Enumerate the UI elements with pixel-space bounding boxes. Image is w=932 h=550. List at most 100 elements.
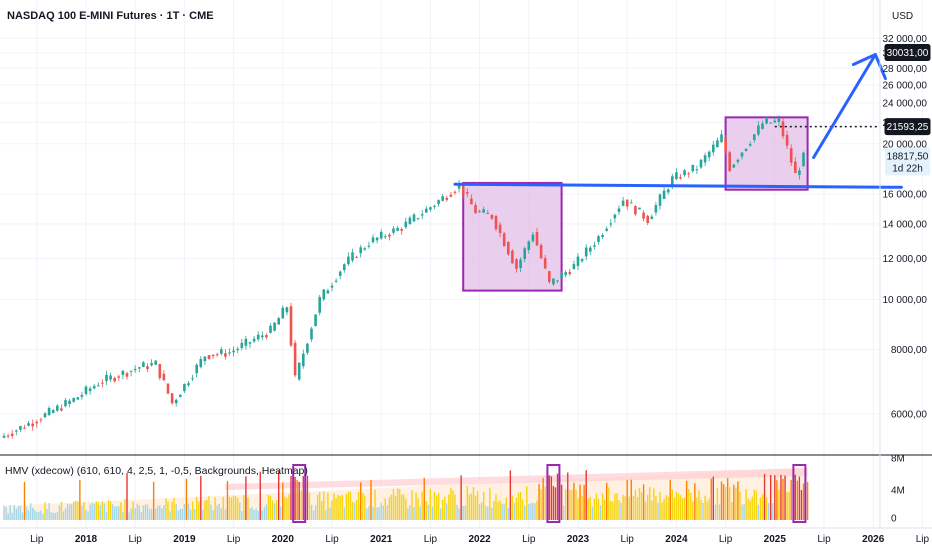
candle-body — [794, 161, 797, 173]
candle-body — [634, 206, 637, 215]
indicator-label[interactable]: HMV (xdecow) (610, 610, 4, 2,5, 1, -0,5,… — [5, 465, 308, 477]
volume-bar — [364, 495, 366, 520]
volume-bar — [735, 487, 737, 520]
time-axis[interactable]: Lip 2018 Lip 2019 Lip 2020 Lip 2021 Lip 2022 Lip 20… — [30, 534, 929, 545]
x-tick-label: 2026 — [862, 534, 885, 545]
candle-body — [113, 377, 116, 382]
volume-bar — [778, 489, 780, 520]
candle-body — [781, 121, 785, 137]
candle-body — [543, 258, 547, 269]
volume-bar — [565, 489, 567, 520]
volume-bar — [519, 491, 522, 520]
candle-body — [265, 334, 268, 338]
candle-body — [425, 208, 428, 213]
candle-body — [154, 360, 157, 365]
volume-bar — [243, 495, 245, 520]
volume-bar — [556, 473, 559, 520]
volume-bar — [286, 498, 288, 520]
candle-body — [343, 264, 346, 271]
candle-body — [80, 394, 84, 397]
volume-bar — [634, 489, 637, 520]
volume-bar — [718, 504, 721, 520]
volume-bar — [339, 495, 341, 520]
volume-highlight-box — [546, 464, 561, 523]
candle-body — [306, 343, 309, 353]
volume-bar — [34, 509, 36, 520]
volume-bar — [542, 477, 544, 520]
volume-bar — [152, 481, 155, 520]
volume-bar — [681, 498, 684, 520]
volume-bar — [671, 489, 673, 520]
candle-body — [174, 399, 178, 404]
candle-body — [654, 205, 658, 213]
target-arrow-head — [851, 53, 887, 81]
volume-bar — [720, 481, 723, 520]
volume-bar — [757, 504, 760, 520]
chart-grid — [0, 0, 923, 528]
candle-body — [683, 170, 686, 176]
volume-bar — [282, 482, 284, 520]
candle-body — [170, 393, 174, 404]
volume-bar — [437, 492, 440, 520]
volume-bar — [540, 489, 542, 520]
volume-bar — [595, 493, 598, 520]
candle-body — [798, 170, 801, 176]
candle-body — [593, 245, 596, 247]
candle-body — [601, 234, 604, 238]
volume-bar — [601, 493, 604, 520]
volume-bar — [585, 470, 587, 520]
candle-body — [707, 151, 711, 158]
volume-bar — [380, 503, 382, 520]
volume-bar — [706, 501, 708, 520]
volume-bar — [50, 511, 52, 520]
volume-bar — [575, 489, 577, 520]
volume-bar — [419, 506, 421, 520]
volume-bar — [696, 497, 698, 520]
volume-bar — [782, 478, 784, 520]
volume-bar — [763, 474, 766, 520]
volume-bar — [489, 487, 491, 520]
volume-bar — [493, 500, 495, 520]
volume-bar — [169, 511, 171, 520]
volume-bar — [513, 502, 516, 520]
candle-body — [408, 217, 412, 225]
volume-bar — [368, 506, 370, 520]
volume-bar — [288, 494, 290, 520]
candle-body — [560, 272, 563, 279]
candle-body — [482, 209, 485, 213]
candle-body — [121, 370, 125, 375]
symbol-title[interactable]: NASDAQ 100 E-MINI Futures · 1T · CME — [7, 10, 214, 22]
volume-bar — [507, 507, 509, 520]
volume-bar — [81, 505, 83, 520]
volume-bar — [343, 507, 345, 520]
candle-body — [416, 218, 420, 220]
currency-label[interactable]: USD — [892, 11, 913, 22]
volume-bar — [349, 491, 352, 520]
candle-body — [441, 196, 444, 201]
volume-bar — [450, 488, 452, 520]
candle-body — [92, 386, 96, 389]
volume-bar — [114, 506, 116, 520]
volume-bar — [183, 503, 186, 520]
volume-bar — [536, 500, 538, 520]
candle-body — [777, 118, 781, 122]
volume-bar — [571, 489, 573, 520]
volume-bar — [692, 501, 694, 520]
volume-bar — [298, 481, 300, 520]
candle-body — [363, 248, 367, 250]
volume-bar — [109, 501, 112, 520]
candle-body — [248, 342, 252, 344]
volume-bar — [470, 493, 473, 520]
volume-bar — [784, 475, 786, 520]
candle-body — [142, 362, 145, 367]
volume-bar — [255, 508, 257, 520]
volume-bar — [353, 502, 356, 520]
volume-bar — [87, 511, 89, 520]
volume-bar — [448, 494, 450, 520]
candle-body — [199, 358, 203, 368]
volume-tick-label: 8M — [891, 454, 905, 465]
volume-bar — [56, 512, 58, 520]
volume-bar — [60, 501, 63, 520]
